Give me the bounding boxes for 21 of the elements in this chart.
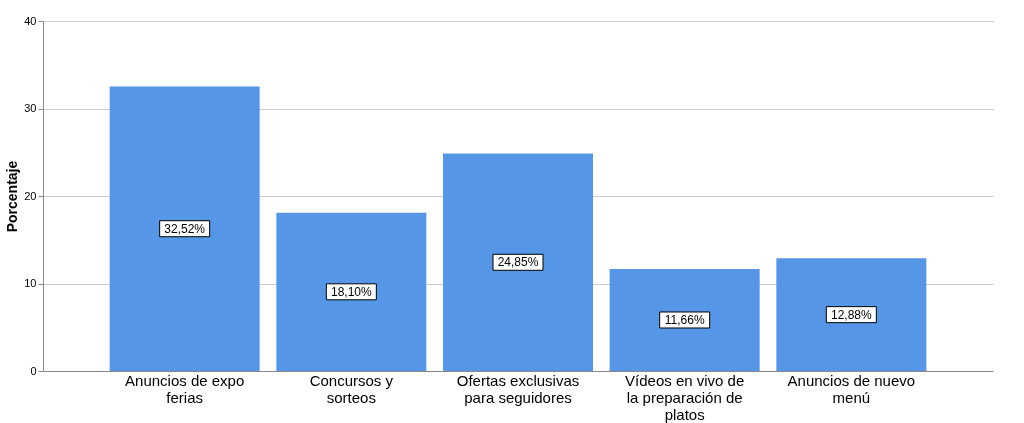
bar xyxy=(776,258,927,371)
x-tick-label: Ofertas exclusivas para seguidores xyxy=(456,371,580,406)
y-tick-label: 40 xyxy=(24,14,37,27)
x-tick-label: Anuncios de expo ferias xyxy=(125,371,245,406)
bar xyxy=(609,268,760,371)
y-tick-label: 20 xyxy=(24,189,37,202)
bar xyxy=(443,153,593,371)
data-label: 24,85% xyxy=(497,255,539,270)
y-axis-title: Porcentaje xyxy=(4,160,21,233)
bar xyxy=(109,86,260,371)
data-label: 32,52% xyxy=(164,221,206,236)
y-tick-label: 30 xyxy=(24,102,37,114)
data-label: 11,66% xyxy=(664,312,705,327)
x-tick-label: Anuncios de nuevo menú xyxy=(787,371,916,406)
bar xyxy=(276,212,427,371)
data-label: 18,10% xyxy=(330,284,373,299)
x-tick-label: Vídeos en vivo de la preparación de platos xyxy=(625,371,745,423)
y-tick-label: 10 xyxy=(24,277,37,289)
y-tick-label: 0 xyxy=(30,364,37,377)
x-tick-label: Concursos y sorteos xyxy=(309,371,394,406)
data-label: 12,88% xyxy=(830,307,873,322)
